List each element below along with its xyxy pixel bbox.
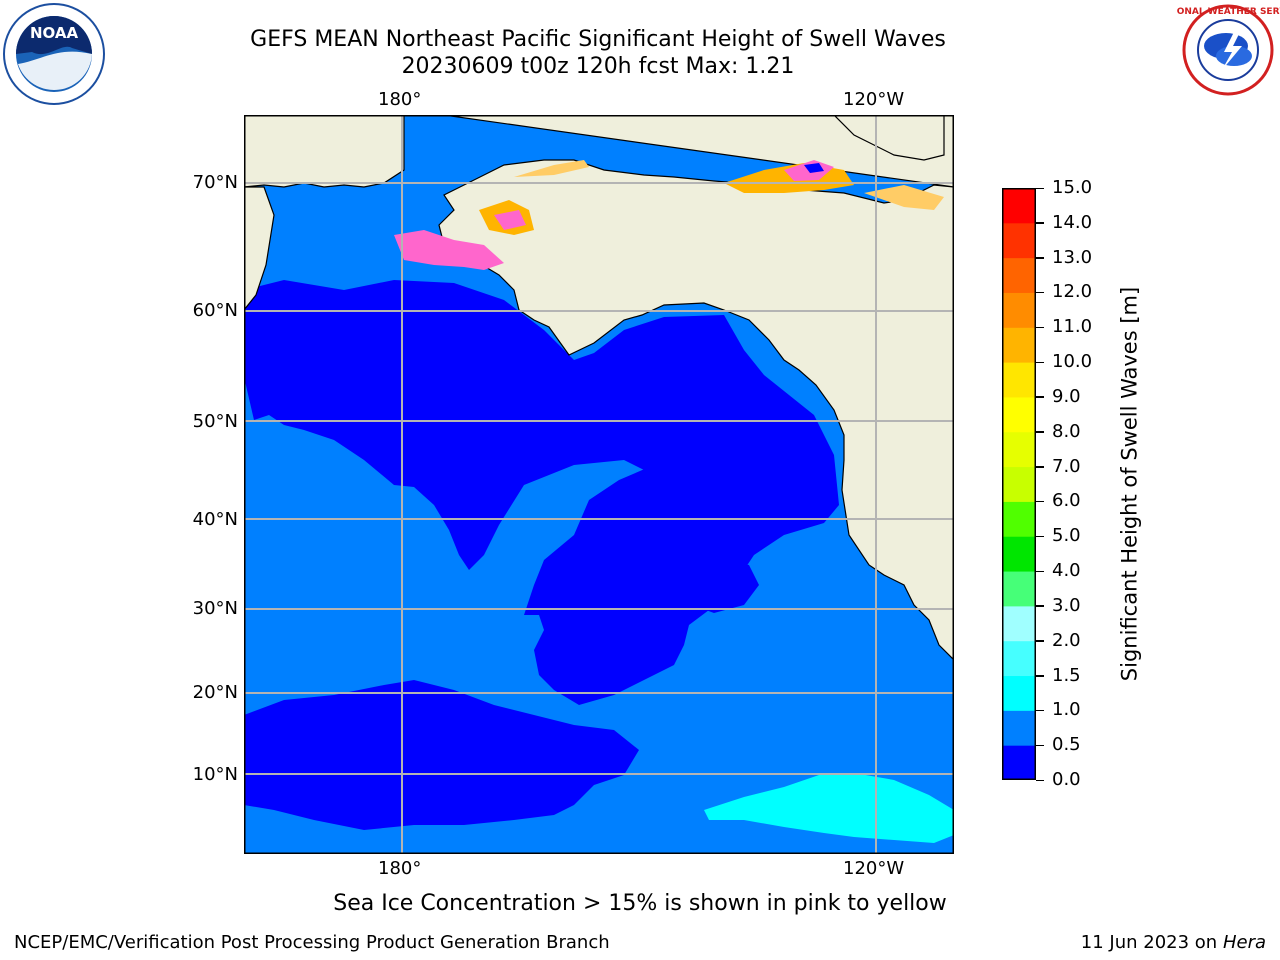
colorbar-tick-label: 1.5	[1052, 664, 1081, 686]
colorbar-tick-label: 5.0	[1052, 525, 1081, 547]
colorbar-segment	[1002, 396, 1036, 433]
credit-line: NCEP/EMC/Verification Post Processing Pr…	[14, 932, 610, 953]
colorbar-tick-mark	[1036, 500, 1044, 503]
ocean-band-0-05-east	[692, 560, 759, 613]
map-subtitle: 20230609 t00z 120h fcst Max: 1.21	[401, 54, 795, 79]
colorbar-tick-mark	[1036, 257, 1044, 259]
colorbar-tick-label: 13.0	[1052, 246, 1093, 268]
noaa-logo-text: NOAA	[30, 24, 79, 42]
colorbar-tick-mark	[1036, 605, 1044, 607]
lon-label-top-120w: 120°W	[843, 89, 905, 110]
land-arctic-island	[833, 115, 945, 161]
colorbar-segment	[1002, 675, 1036, 711]
colorbar-tick-mark	[1036, 709, 1044, 712]
colorbar-segment	[1002, 640, 1036, 677]
lon-label-bottom-120w: 120°W	[843, 858, 905, 879]
land-siberia	[244, 115, 405, 188]
colorbar-tick-mark	[1036, 291, 1044, 294]
colorbar-tick-label: 2.0	[1052, 629, 1081, 651]
land-kamchatka	[244, 186, 275, 311]
nws-logo-text: NATIONAL WEATHER SERVICE	[1176, 7, 1280, 17]
map-title: GEFS MEAN Northeast Pacific Significant …	[250, 27, 946, 52]
colorbar-tick-mark	[1036, 431, 1044, 433]
colorbar-tick-label: 11.0	[1052, 316, 1093, 338]
colorbar-tick-label: 15.0	[1052, 177, 1093, 198]
colorbar-tick-mark	[1036, 187, 1044, 189]
colorbar-segment	[1002, 257, 1036, 293]
colorbar-segment	[1002, 571, 1036, 607]
colorbar-tick-mark	[1036, 535, 1044, 538]
colorbar-tick-label: 6.0	[1052, 490, 1081, 512]
colorbar-tick-mark	[1036, 466, 1044, 468]
sea-ice-note: Sea Ice Concentration > 15% is shown in …	[333, 891, 947, 916]
colorbar-tick-mark	[1036, 222, 1044, 224]
colorbar-segment	[1002, 605, 1036, 642]
colorbar-tick-label: 1.0	[1052, 699, 1081, 721]
colorbar-tick-mark	[1036, 744, 1044, 747]
lat-label-30n: 30°N	[192, 598, 238, 619]
colorbar-tick-mark	[1036, 570, 1044, 573]
swell-height-map	[244, 115, 954, 854]
colorbar-tick-mark	[1036, 396, 1044, 398]
ocean-band-1-15	[704, 773, 954, 843]
colorbar-tick-label: 4.0	[1052, 560, 1081, 582]
lat-label-10n: 10°N	[192, 764, 238, 785]
colorbar-tick-label: 0.5	[1052, 734, 1081, 756]
colorbar-tick-label: 8.0	[1052, 420, 1081, 442]
colorbar-tick-mark	[1036, 779, 1044, 781]
colorbar-segment	[1002, 745, 1036, 780]
colorbar-segment	[1002, 466, 1036, 502]
colorbar-segment	[1002, 536, 1036, 572]
lat-label-50n: 50°N	[192, 411, 238, 432]
colorbar-tick-label: 12.0	[1052, 281, 1093, 303]
land-north-america	[438, 115, 954, 661]
lon-label-top-180: 180°	[378, 89, 422, 110]
colorbar-tick-mark	[1036, 326, 1044, 329]
nws-logo: NATIONAL WEATHER SERVICE	[1176, 4, 1280, 96]
colorbar-tick-label: 0.0	[1052, 769, 1081, 790]
colorbar-frame	[1002, 188, 1036, 780]
colorbar-segment	[1002, 431, 1036, 468]
colorbar-tick-label: 10.0	[1052, 351, 1093, 373]
map-frame	[244, 115, 954, 854]
colorbar-tick-label: 14.0	[1052, 211, 1093, 233]
colorbar-tick-mark	[1036, 640, 1044, 642]
colorbar-tick-mark	[1036, 675, 1044, 677]
lat-label-70n: 70°N	[192, 172, 238, 193]
ocean-band-0-05-central	[524, 465, 749, 705]
colorbar-segment	[1002, 362, 1036, 398]
noaa-logo: NOAA	[3, 3, 105, 105]
colorbar-tick-label: 7.0	[1052, 455, 1081, 477]
machine-name: Hera	[1222, 932, 1266, 953]
colorbar-segment	[1002, 501, 1036, 537]
colorbar-tick-label: 3.0	[1052, 594, 1081, 616]
lat-label-60n: 60°N	[192, 300, 238, 321]
colorbar-segment	[1002, 292, 1036, 328]
sea-ice-layer	[394, 160, 944, 270]
colorbar-segment	[1002, 710, 1036, 746]
colorbar	[1002, 188, 1036, 780]
lat-label-20n: 20°N	[192, 682, 238, 703]
colorbar-label-text: Significant Height of Swell Waves [m]	[1117, 286, 1142, 682]
colorbar-tick-label: 9.0	[1052, 385, 1081, 407]
lat-label-40n: 40°N	[192, 509, 238, 530]
colorbar-tick-mark	[1036, 361, 1044, 364]
date-stamp: 11 Jun 2023 on Hera	[1081, 932, 1266, 953]
colorbar-segment	[1002, 188, 1036, 224]
ocean-band-0-05-south	[244, 680, 639, 830]
lon-label-bottom-180: 180°	[378, 858, 422, 879]
date-text: 11 Jun 2023 on	[1080, 932, 1218, 953]
colorbar-segment	[1002, 222, 1036, 259]
colorbar-segment	[1002, 327, 1036, 363]
graticule	[244, 115, 954, 854]
